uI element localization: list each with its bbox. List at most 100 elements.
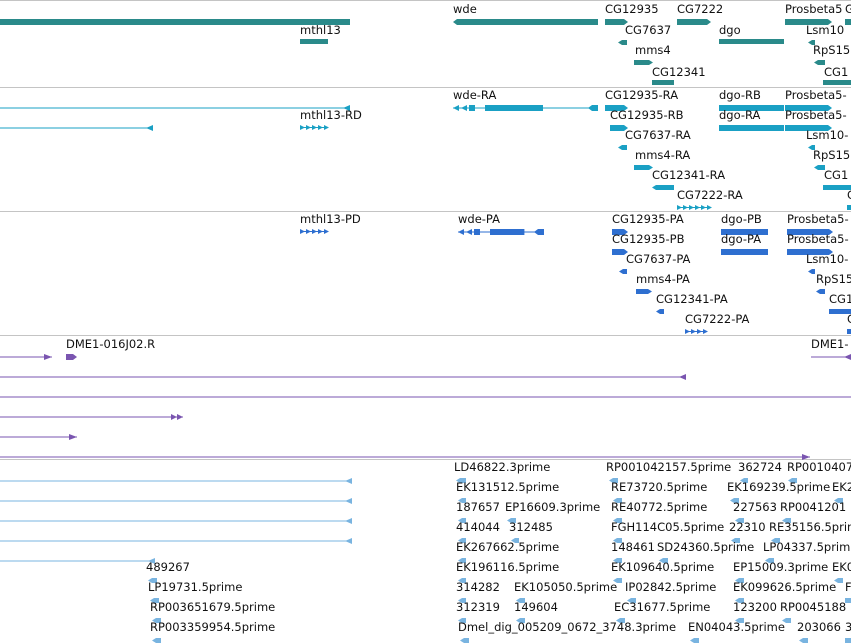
feature-label[interactable]: RpS15: [813, 43, 850, 57]
feature-glyph[interactable]: [516, 618, 525, 623]
feature-glyph[interactable]: [458, 538, 466, 543]
feature-glyph[interactable]: [695, 205, 700, 210]
feature-glyph[interactable]: [785, 19, 832, 25]
feature-label[interactable]: EK169239.5prime: [727, 480, 830, 494]
feature[interactable]: [0, 414, 183, 420]
feature-glyph[interactable]: [456, 478, 466, 483]
feature-glyph[interactable]: [814, 60, 825, 65]
feature-glyph[interactable]: [613, 538, 622, 543]
feature[interactable]: 312485: [509, 520, 553, 543]
feature-label[interactable]: 414044: [456, 520, 500, 534]
feature[interactable]: CG1: [823, 65, 851, 85]
feature-label[interactable]: EK105050.5prime: [514, 580, 617, 594]
feature-label[interactable]: RE35156.5prime: [769, 520, 851, 534]
feature-label[interactable]: CG7637-RA: [625, 128, 691, 142]
feature-label[interactable]: EK196116.5prime: [456, 560, 559, 574]
feature-glyph[interactable]: [69, 434, 77, 440]
feature-label[interactable]: EK131512.5prime: [456, 480, 559, 494]
feature-glyph[interactable]: [659, 558, 668, 563]
feature-label[interactable]: RP001042157.5prime: [606, 460, 731, 474]
feature-glyph[interactable]: [771, 538, 780, 543]
feature[interactable]: [0, 518, 352, 524]
feature-label[interactable]: wde: [453, 2, 477, 16]
feature-label[interactable]: RpS15: [816, 272, 851, 286]
feature-glyph[interactable]: [474, 229, 480, 235]
feature[interactable]: EK267662.5prime: [456, 540, 559, 563]
feature-label[interactable]: CG12935-PB: [612, 232, 685, 246]
feature[interactable]: Dmel_dig_005209_0672_3748.3prime: [458, 620, 676, 643]
feature-label[interactable]: Prosbeta5: [785, 2, 842, 16]
feature-glyph[interactable]: [787, 229, 833, 235]
feature-glyph[interactable]: [318, 125, 323, 130]
feature-label[interactable]: Lsm10-: [806, 252, 848, 266]
feature-label[interactable]: EK099626.5prime: [733, 580, 836, 594]
feature[interactable]: [0, 434, 77, 440]
feature[interactable]: EK169239.5prime: [727, 480, 830, 503]
feature-glyph[interactable]: [735, 518, 744, 523]
feature-glyph[interactable]: [808, 145, 815, 150]
feature-glyph[interactable]: [703, 329, 708, 334]
feature-label[interactable]: dgo: [719, 23, 741, 37]
feature-glyph[interactable]: [845, 598, 851, 603]
feature[interactable]: CG7222-PA: [685, 312, 750, 334]
feature[interactable]: [0, 454, 810, 460]
feature[interactable]: dgo-RB: [719, 88, 784, 111]
feature-label[interactable]: Prosbeta5-: [787, 232, 849, 246]
feature-glyph[interactable]: [823, 185, 851, 190]
feature-label[interactable]: dgo-RB: [719, 88, 761, 102]
feature-glyph[interactable]: [458, 558, 466, 563]
feature-glyph[interactable]: [0, 19, 350, 25]
feature[interactable]: 203066: [797, 620, 841, 643]
feature-glyph[interactable]: [152, 618, 161, 623]
feature-label[interactable]: CG12935-RB: [610, 108, 684, 122]
feature-glyph[interactable]: [636, 289, 652, 294]
feature[interactable]: CG7637: [618, 23, 671, 45]
mrna-track[interactable]: mthl13-RD wde-RA CG12935-RA dgo-RB Prosbeta5…: [0, 88, 851, 210]
feature-label[interactable]: 149604: [514, 600, 558, 614]
feature-label[interactable]: wde-RA: [453, 88, 496, 102]
feature-glyph[interactable]: [847, 329, 851, 334]
feature[interactable]: RE73720.5prime: [611, 480, 707, 503]
feature-glyph[interactable]: [735, 618, 744, 623]
feature-glyph[interactable]: [618, 145, 627, 150]
feature-glyph[interactable]: [613, 578, 622, 583]
feature[interactable]: CG12935: [605, 2, 659, 25]
feature[interactable]: RpS15: [813, 43, 850, 65]
feature-glyph[interactable]: [719, 105, 784, 111]
feature[interactable]: mthl13-RD: [300, 108, 362, 130]
feature[interactable]: CG1: [823, 168, 851, 190]
feature[interactable]: RP003651679.5prime: [150, 600, 275, 623]
feature-label[interactable]: Prosbeta5-: [785, 88, 847, 102]
feature[interactable]: CG1: [829, 292, 851, 314]
feature[interactable]: CG12935-PB: [612, 232, 685, 255]
feature-glyph[interactable]: [845, 638, 851, 643]
feature[interactable]: Prosbeta5-: [785, 108, 847, 131]
feature-glyph[interactable]: [701, 205, 706, 210]
feature-glyph[interactable]: [343, 105, 350, 111]
feature-label[interactable]: RP0045188: [780, 600, 846, 614]
feature-glyph[interactable]: [731, 538, 740, 543]
feature-glyph[interactable]: [730, 498, 739, 503]
feature-glyph[interactable]: [485, 105, 543, 111]
feature-label[interactable]: 314282: [456, 580, 500, 594]
feature-glyph[interactable]: [44, 354, 52, 360]
feature-glyph[interactable]: [816, 289, 825, 294]
feature-glyph[interactable]: [612, 249, 628, 255]
feature[interactable]: CG12341: [652, 65, 706, 85]
feature-label[interactable]: SD24360.5prime: [657, 540, 754, 554]
feature-glyph[interactable]: [613, 518, 622, 523]
feature-label[interactable]: 203066: [797, 620, 841, 634]
feature-glyph[interactable]: [808, 40, 815, 45]
feature-glyph[interactable]: [652, 80, 674, 85]
feature-glyph[interactable]: [690, 638, 699, 643]
feature[interactable]: CG12341-PA: [656, 292, 728, 314]
feature[interactable]: Lsm10-: [806, 128, 848, 150]
feature-label[interactable]: RE73720.5prime: [611, 480, 707, 494]
feature-glyph[interactable]: [458, 518, 466, 523]
feature-glyph[interactable]: [707, 205, 712, 210]
feature-glyph[interactable]: [697, 329, 702, 334]
feature-glyph[interactable]: [829, 309, 851, 314]
feature-label[interactable]: EK0: [832, 560, 851, 574]
feature[interactable]: LD46822.3prime: [454, 460, 550, 483]
feature-label[interactable]: DME1-: [811, 337, 849, 351]
